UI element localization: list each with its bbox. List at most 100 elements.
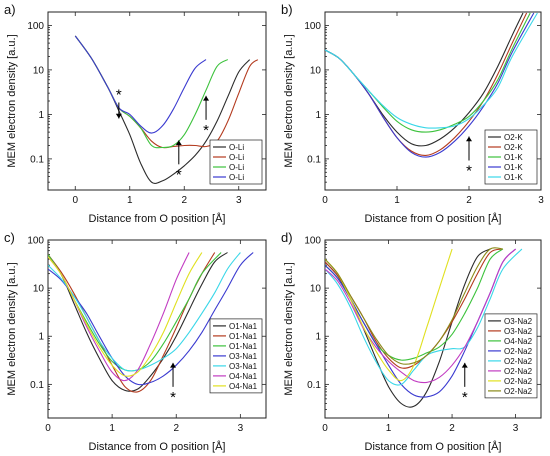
legend-label: O4-Na1 xyxy=(229,372,258,381)
annotation-group: * * * xyxy=(115,86,210,183)
annotation-arrowhead xyxy=(115,113,122,119)
x-axis-label: Distance from O position [Å] xyxy=(365,212,502,225)
x-axis-label: Distance from O position [Å] xyxy=(89,440,226,453)
legend-label: O1-Na1 xyxy=(229,332,258,341)
y-tick-label: 10 xyxy=(310,284,322,295)
legend-label: O3-Na1 xyxy=(229,352,258,361)
legend: O3-Na2O3-Na2O4-Na2O2-Na2O2-Na2O2-Na2O2-N… xyxy=(484,313,538,399)
legend-label: O2-Na2 xyxy=(504,387,533,396)
series-line-7 xyxy=(48,252,203,377)
y-axis-label: MEM electron density [a.u.] xyxy=(283,34,295,167)
plot-frame xyxy=(47,239,267,419)
legend-label: O2-Na2 xyxy=(504,377,533,386)
series-line-4 xyxy=(48,252,254,386)
legend-label: O2-K xyxy=(504,143,523,152)
legend-label: O1-K xyxy=(504,163,523,172)
legend-label: O1-K xyxy=(504,173,523,182)
annotation-group: * xyxy=(170,362,176,406)
series-line-8 xyxy=(325,247,503,365)
series-group xyxy=(325,12,538,158)
annotation-group: * xyxy=(466,136,472,179)
series-line-2 xyxy=(325,248,504,369)
y-tick-label: 0.1 xyxy=(307,380,321,391)
y-tick-label: 10 xyxy=(33,65,45,76)
x-tick-label: 3 xyxy=(513,423,519,434)
y-tick-label: 1 xyxy=(315,332,321,343)
annotation-group: * xyxy=(461,362,468,406)
legend-label: O1-Na1 xyxy=(229,322,258,331)
y-tick-label: 10 xyxy=(33,284,45,295)
y-tick-label: 0.1 xyxy=(30,154,44,165)
y-tick-label: 1 xyxy=(38,110,44,121)
y-tick-label: 100 xyxy=(304,21,321,32)
legend-label: O2-Na2 xyxy=(504,347,533,356)
x-tick-label: 2 xyxy=(449,423,455,434)
y-tick-label: 10 xyxy=(310,65,322,76)
x-tick-label: 1 xyxy=(394,195,400,206)
legend-label: O1-K xyxy=(504,153,523,162)
x-tick-label: 0 xyxy=(45,423,51,434)
panel-label: c) xyxy=(4,230,15,245)
panel-label: b) xyxy=(281,2,293,17)
x-tick-label: 0 xyxy=(322,195,328,206)
legend-label: O3-Na2 xyxy=(504,327,533,336)
legend-label: O-Li xyxy=(229,163,244,172)
chart-panel-3: c) 0 1 2 3 0.1 1 10 100 Distance from O position … xyxy=(4,230,267,453)
legend-label: O3-Na1 xyxy=(229,362,258,371)
annotation-asterisk: * xyxy=(466,162,472,179)
legend: O1-Na1O1-Na1O1-Na1O3-Na1O3-Na1O4-Na1O4-N… xyxy=(209,318,263,394)
legend-label: O4-Na1 xyxy=(229,382,258,391)
legend: O-LiO-LiO-LiO-Li xyxy=(209,139,263,185)
legend-label: O3-Na2 xyxy=(504,317,533,326)
series-line-6 xyxy=(325,248,516,384)
y-tick-label: 0.1 xyxy=(307,154,321,165)
chart-panel-1: a) 0 1 2 3 0.1 1 10 100 Distance from O position … xyxy=(4,2,267,225)
series-line-1 xyxy=(325,12,524,147)
legend-label: O-Li xyxy=(229,173,244,182)
x-axis-label: Distance from O position [Å] xyxy=(89,212,226,225)
x-axis-label: Distance from O position [Å] xyxy=(365,440,502,453)
annotation-arrowhead xyxy=(203,95,210,101)
x-tick-label: 2 xyxy=(466,195,472,206)
y-axis-label: MEM electron density [a.u.] xyxy=(6,34,18,167)
series-group xyxy=(48,252,254,393)
chart-panel-2: b) 0 1 2 3 0.1 1 10 100 Distance from O position … xyxy=(281,2,544,225)
panel-label: d) xyxy=(281,230,293,245)
y-tick-label: 1 xyxy=(38,332,44,343)
series-line-1 xyxy=(325,248,491,408)
y-axis-label: MEM electron density [a.u.] xyxy=(283,262,295,395)
legend-label: O1-Na1 xyxy=(229,342,258,351)
annotation-arrowhead xyxy=(466,136,472,142)
chart-panel-4: d) 0 1 2 3 0.1 1 10 100 Distance from O position … xyxy=(281,230,542,453)
legend-label: O2-K xyxy=(504,133,523,142)
series-line-5 xyxy=(325,248,523,386)
x-tick-label: 3 xyxy=(238,423,244,434)
annotation-asterisk: * xyxy=(176,166,182,183)
series-line-5 xyxy=(48,252,241,372)
annotation-arrowhead xyxy=(175,140,182,146)
x-tick-label: 1 xyxy=(386,423,392,434)
x-tick-label: 1 xyxy=(127,195,133,206)
annotation-arrowhead xyxy=(461,362,468,368)
x-tick-label: 3 xyxy=(538,195,544,206)
plot-frame xyxy=(324,239,542,419)
series-line-3 xyxy=(48,252,222,372)
legend: O2-KO2-KO1-KO1-KO1-K xyxy=(484,129,538,185)
y-axis-label: MEM electron density [a.u.] xyxy=(6,262,18,395)
legend-label: O-Li xyxy=(229,143,244,152)
series-line-4 xyxy=(74,35,207,134)
y-tick-label: 100 xyxy=(304,236,321,247)
annotation-asterisk: * xyxy=(462,389,468,406)
series-line-7 xyxy=(325,248,453,382)
series-group xyxy=(74,35,259,184)
series-line-1 xyxy=(48,252,228,392)
x-tick-label: 0 xyxy=(72,195,78,206)
series-group xyxy=(325,247,523,408)
x-tick-label: 3 xyxy=(236,195,242,206)
series-line-6 xyxy=(48,252,190,382)
panel-label: a) xyxy=(4,2,16,17)
y-tick-label: 0.1 xyxy=(30,380,44,391)
annotation-asterisk: * xyxy=(116,86,122,103)
annotation-asterisk: * xyxy=(170,389,176,406)
